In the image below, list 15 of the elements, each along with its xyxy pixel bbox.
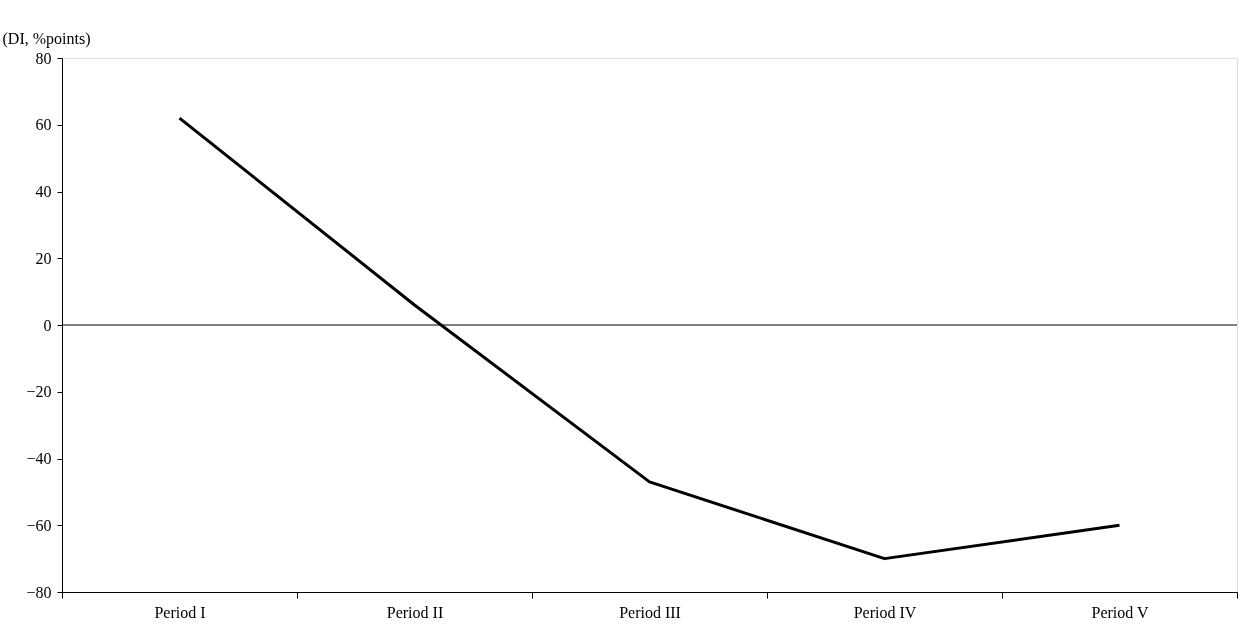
y-tick-label: −40 — [26, 450, 52, 467]
y-tick-label: 40 — [35, 183, 52, 200]
y-tick-label: 0 — [43, 316, 52, 334]
x-tick-label: Period I — [154, 603, 206, 621]
x-tick-label: Period V — [1091, 603, 1149, 621]
y-tick-label: −80 — [26, 583, 52, 601]
y-tick-label: −60 — [26, 516, 52, 534]
y-axis-title: (DI, %points) — [2, 29, 91, 48]
x-tick-label: Period II — [386, 603, 444, 621]
y-tick-label: −20 — [26, 383, 52, 401]
y-tick-label: 20 — [35, 249, 52, 267]
y-tick-label: 80 — [35, 49, 52, 67]
x-tick-label: Period IV — [853, 603, 917, 621]
x-tick-label: Period III — [619, 603, 681, 621]
y-tick-label: 60 — [35, 116, 52, 134]
